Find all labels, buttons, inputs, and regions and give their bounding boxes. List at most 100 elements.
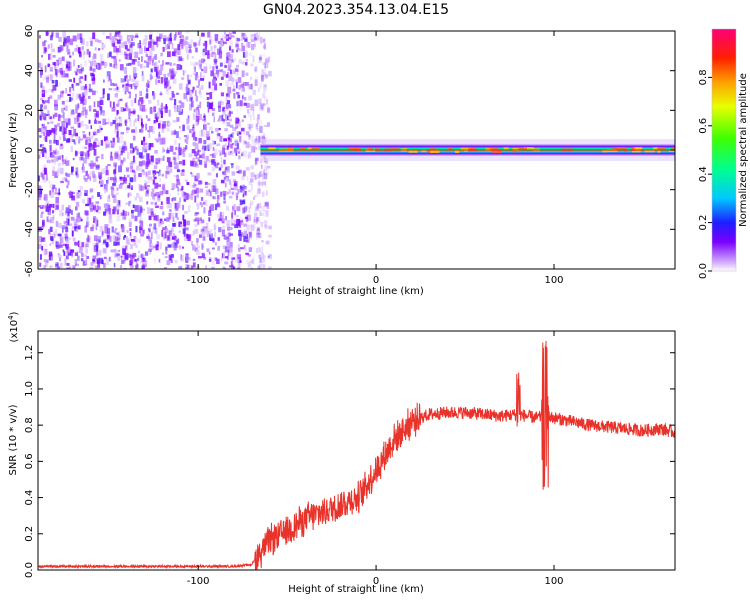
spectrogram-noise-cell — [207, 107, 210, 113]
spectrogram-noise-cell — [240, 127, 245, 132]
spectrogram-noise-cell — [202, 236, 206, 241]
spectrogram-noise-cell — [77, 195, 81, 199]
spectrogram-noise-cell — [248, 41, 251, 48]
spectrogram-noise-cell — [116, 237, 120, 241]
spectrogram-noise-cell — [117, 123, 120, 127]
spectrogram-noise-cell — [74, 117, 78, 121]
spectrogram-noise-cell — [131, 214, 134, 219]
spectrogram-noise-cell — [62, 112, 65, 119]
spectrogram-noise-cell — [102, 248, 107, 254]
spectrogram-noise-cell — [85, 258, 87, 265]
spectrogram-noise-cell — [130, 166, 133, 173]
spectrogram-noise-cell — [246, 102, 250, 108]
spectrogram-noise-cell — [243, 35, 247, 38]
spectrogram-noise-cell — [116, 192, 119, 196]
spectrogram-noise-cell — [134, 205, 139, 212]
spectrogram-noise-cell — [54, 208, 56, 212]
spectrogram-noise-cell — [166, 36, 169, 40]
spectrogram-noise-cell — [238, 221, 243, 225]
spectrogram-noise-cell — [168, 40, 172, 46]
spectrogram-noise-cell — [172, 197, 177, 201]
spectrogram-noise-cell — [119, 98, 123, 102]
spectrogram-noise-cell — [234, 67, 238, 70]
spectrogram-noise-cell — [72, 237, 76, 242]
spectrogram-noise-cell — [69, 249, 73, 256]
spectrogram-noise-cell — [94, 120, 98, 124]
spectrogram-noise-cell — [211, 153, 216, 158]
spectrogram-noise-cell — [222, 266, 226, 269]
spectrogram-noise-cell — [57, 192, 61, 195]
spectrogram-noise-cell — [224, 235, 227, 239]
spectrogram-noise-cell — [81, 92, 86, 99]
spectrogram-noise-cell — [150, 34, 153, 38]
spectrogram-noise-cell — [112, 64, 115, 68]
spectrogram-noise-cell — [207, 31, 211, 38]
spectrogram-noise-cell — [258, 254, 262, 259]
spectrogram-noise-cell — [195, 212, 200, 215]
spectrogram-noise-cell — [65, 178, 68, 183]
spectrogram-noise-cell — [234, 219, 238, 225]
spectrogram-noise-cell — [122, 209, 125, 216]
spectrogram-noise-cell — [268, 266, 272, 269]
spectrogram-noise-cell — [52, 210, 54, 214]
spectrogram-noise-cell — [40, 213, 43, 219]
spectrogram-noise-cell — [150, 211, 154, 217]
spectrogram-noise-cell — [158, 157, 161, 160]
spectrogram-noise-cell — [249, 215, 252, 219]
spectrogram-noise-cell — [109, 32, 112, 40]
spectrogram-noise-cell — [161, 128, 165, 133]
spectrogram-noise-cell — [233, 204, 236, 211]
spectrogram-noise-cell — [149, 143, 154, 148]
spectrogram-noise-cell — [42, 123, 45, 128]
spectrogram-noise-cell — [41, 211, 44, 214]
spectrogram-noise-cell — [125, 202, 129, 205]
spectrogram-noise-cell — [59, 263, 63, 268]
spectrogram-noise-cell — [209, 39, 212, 45]
spectrogram-noise-cell — [125, 74, 129, 78]
spectrogram-noise-cell — [97, 63, 101, 70]
spectrogram-noise-cell — [129, 143, 133, 149]
spectrogram-noise-cell — [183, 147, 186, 153]
spectrogram-noise-cell — [123, 51, 127, 56]
spectrogram-noise-cell — [81, 166, 85, 173]
spectrogram-noise-cell — [128, 84, 132, 87]
spectrogram-noise-cell — [93, 101, 96, 108]
spectrogram-noise-cell — [250, 39, 253, 43]
spectrogram-noise-cell — [123, 41, 128, 46]
spectrogram-noise-cell — [228, 238, 231, 243]
spectrogram-noise-cell — [162, 121, 167, 127]
spectrogram-noise-cell — [147, 233, 150, 240]
spectrogram-noise-cell — [117, 154, 121, 161]
spectrogram-noise-cell — [211, 130, 214, 134]
snr-y-tick-label: 0.4 — [24, 490, 35, 506]
spectrogram-noise-cell — [66, 262, 70, 266]
spectrogram-noise-cell — [165, 104, 168, 110]
spectrogram-noise-cell — [141, 140, 144, 145]
spectrogram-noise-cell — [107, 177, 110, 181]
spectrogram-noise-cell — [78, 68, 83, 74]
spectrogram-noise-cell — [228, 225, 230, 231]
spectrogram-noise-cell — [184, 40, 188, 45]
spectrogram-noise-cell — [74, 118, 78, 125]
spectrogram-noise-cell — [179, 197, 181, 203]
spectrogram-noise-cell — [44, 126, 47, 132]
spectrogram-noise-cell — [133, 236, 137, 240]
spectrogram-noise-cell — [259, 171, 262, 174]
spectrogram-noise-cell — [204, 120, 207, 125]
spectrogram-noise-cell — [225, 74, 229, 78]
spectrogram-noise-cell — [182, 124, 185, 132]
spectrogram-noise-cell — [173, 103, 176, 109]
spectrogram-noise-cell — [174, 139, 177, 145]
spectrogram-noise-cell — [233, 92, 236, 99]
spectrogram-noise-cell — [143, 139, 145, 147]
spectrogram-noise-cell — [67, 211, 70, 217]
spectrogram-noise-cell — [243, 150, 248, 158]
spectrogram-noise-cell — [55, 241, 59, 247]
spectrogram-noise-cell — [65, 118, 68, 123]
spectrogram-noise-cell — [264, 96, 268, 102]
spectrogram-noise-cell — [214, 231, 216, 238]
spectrogram-noise-cell — [132, 252, 137, 257]
figure-title: GN04.2023.354.13.04.E15 — [262, 2, 450, 18]
spectrogram-noise-cell — [63, 107, 65, 110]
